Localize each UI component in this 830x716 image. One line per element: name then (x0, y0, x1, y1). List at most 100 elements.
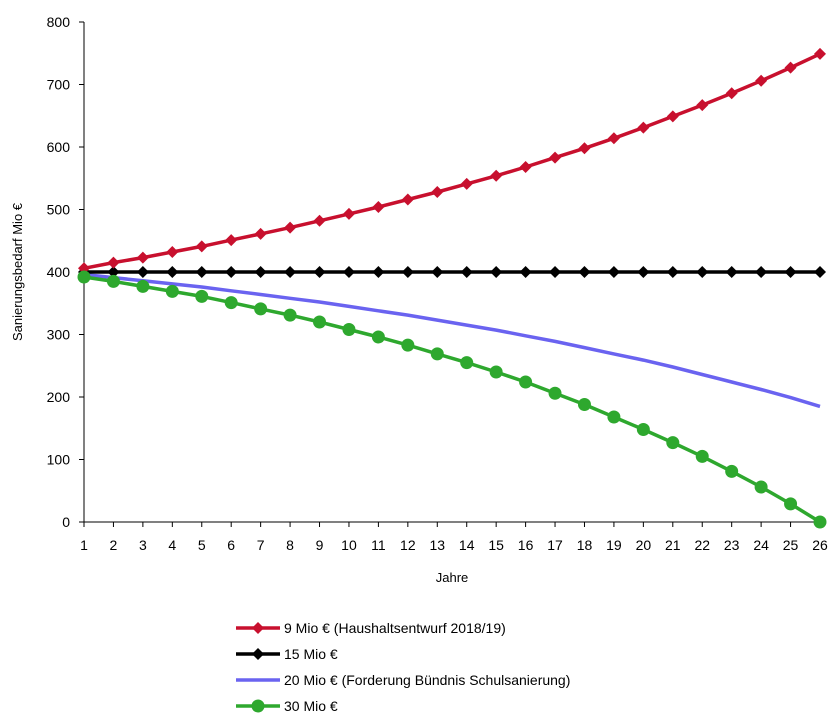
x-tick-label: 13 (429, 537, 445, 553)
legend: 9 Mio € (Haushaltsentwurf 2018/19) 15 Mio… (236, 620, 570, 714)
data-point (695, 449, 709, 463)
legend-item: 15 Mio € (236, 646, 338, 662)
data-point (431, 186, 444, 198)
data-point (725, 87, 738, 100)
data-point (460, 177, 473, 190)
data-point (106, 274, 120, 288)
data-point (165, 284, 179, 298)
x-tick-label: 22 (694, 537, 710, 553)
data-point (549, 266, 562, 278)
data-point (460, 266, 473, 278)
data-point (696, 266, 709, 278)
data-point (607, 410, 621, 424)
legend-label: 15 Mio € (284, 646, 338, 662)
data-point (195, 266, 208, 278)
data-point (77, 270, 91, 284)
data-point (254, 302, 268, 316)
legend-item: 20 Mio € (Forderung Bündnis Schulsanieru… (236, 672, 570, 688)
data-point (755, 266, 768, 278)
legend-marker (251, 699, 265, 713)
data-point (784, 497, 798, 511)
x-tick-label: 3 (139, 537, 147, 553)
series-line (83, 52, 821, 271)
data-point (195, 240, 208, 253)
data-point (225, 266, 238, 278)
x-tick-label: 25 (783, 537, 799, 553)
data-point (107, 256, 120, 269)
x-tick-label: 24 (753, 537, 769, 553)
legend-item: 30 Mio € (236, 698, 338, 714)
data-point (754, 480, 768, 494)
data-point (284, 221, 297, 234)
legend-marker (252, 622, 264, 634)
data-point (224, 296, 238, 310)
data-point (166, 266, 179, 278)
data-point (519, 266, 532, 278)
legend-marker (252, 648, 264, 660)
y-tick-label: 0 (62, 514, 70, 530)
series-2 (78, 266, 826, 278)
data-point (107, 266, 120, 278)
data-point (431, 266, 444, 278)
x-tick-label: 20 (636, 537, 652, 553)
y-tick-label: 600 (47, 139, 71, 155)
data-point (401, 193, 414, 206)
y-axis-title: Sanierungsbedarf Mio € (10, 202, 25, 341)
x-tick-label: 17 (547, 537, 563, 553)
y-tick-label: 100 (47, 452, 71, 468)
x-tick-label: 5 (198, 537, 206, 553)
data-point (519, 375, 533, 389)
data-point (725, 464, 739, 478)
data-point (814, 47, 826, 60)
x-tick-label: 1 (80, 537, 88, 553)
data-point (313, 266, 326, 278)
data-point (225, 234, 238, 247)
data-point (372, 201, 385, 213)
data-point (342, 266, 355, 278)
data-point (637, 266, 650, 278)
data-point (666, 110, 679, 123)
x-tick-label: 12 (400, 537, 416, 553)
data-point (254, 227, 267, 240)
x-tick-label: 23 (724, 537, 740, 553)
data-point (784, 61, 797, 74)
x-axis-title: Jahre (436, 570, 469, 585)
data-point (401, 266, 414, 278)
data-point (136, 251, 149, 264)
data-point (696, 99, 709, 112)
data-point (636, 423, 650, 436)
x-tick-label: 21 (665, 537, 681, 553)
data-point (519, 161, 532, 173)
x-tick-label: 11 (371, 537, 386, 553)
data-point (490, 266, 503, 278)
data-point (371, 330, 385, 344)
data-point (489, 365, 503, 379)
x-tick-label: 26 (812, 537, 828, 553)
data-point (136, 279, 150, 293)
data-point (666, 436, 680, 450)
y-tick-label: 800 (47, 14, 71, 30)
y-tick-label: 400 (47, 264, 71, 280)
x-tick-label: 6 (227, 537, 235, 553)
x-tick-label: 7 (257, 537, 265, 553)
series-1 (78, 47, 826, 275)
data-point (814, 266, 826, 278)
x-tick-label: 4 (168, 537, 176, 553)
data-point (490, 169, 503, 182)
x-tick-label: 19 (606, 537, 622, 553)
legend-label: 20 Mio € (Forderung Bündnis Schulsanieru… (284, 672, 570, 688)
data-point (460, 356, 474, 370)
x-tick-label: 18 (577, 537, 593, 553)
data-point (666, 266, 679, 278)
data-point (283, 308, 297, 322)
x-tick-label: 16 (518, 537, 534, 553)
legend-label: 30 Mio € (284, 698, 338, 714)
data-point (637, 121, 650, 134)
data-point (372, 266, 385, 278)
y-tick-label: 200 (47, 389, 71, 405)
x-tick-label: 14 (459, 537, 475, 553)
axes (79, 21, 821, 527)
data-point (342, 323, 356, 336)
